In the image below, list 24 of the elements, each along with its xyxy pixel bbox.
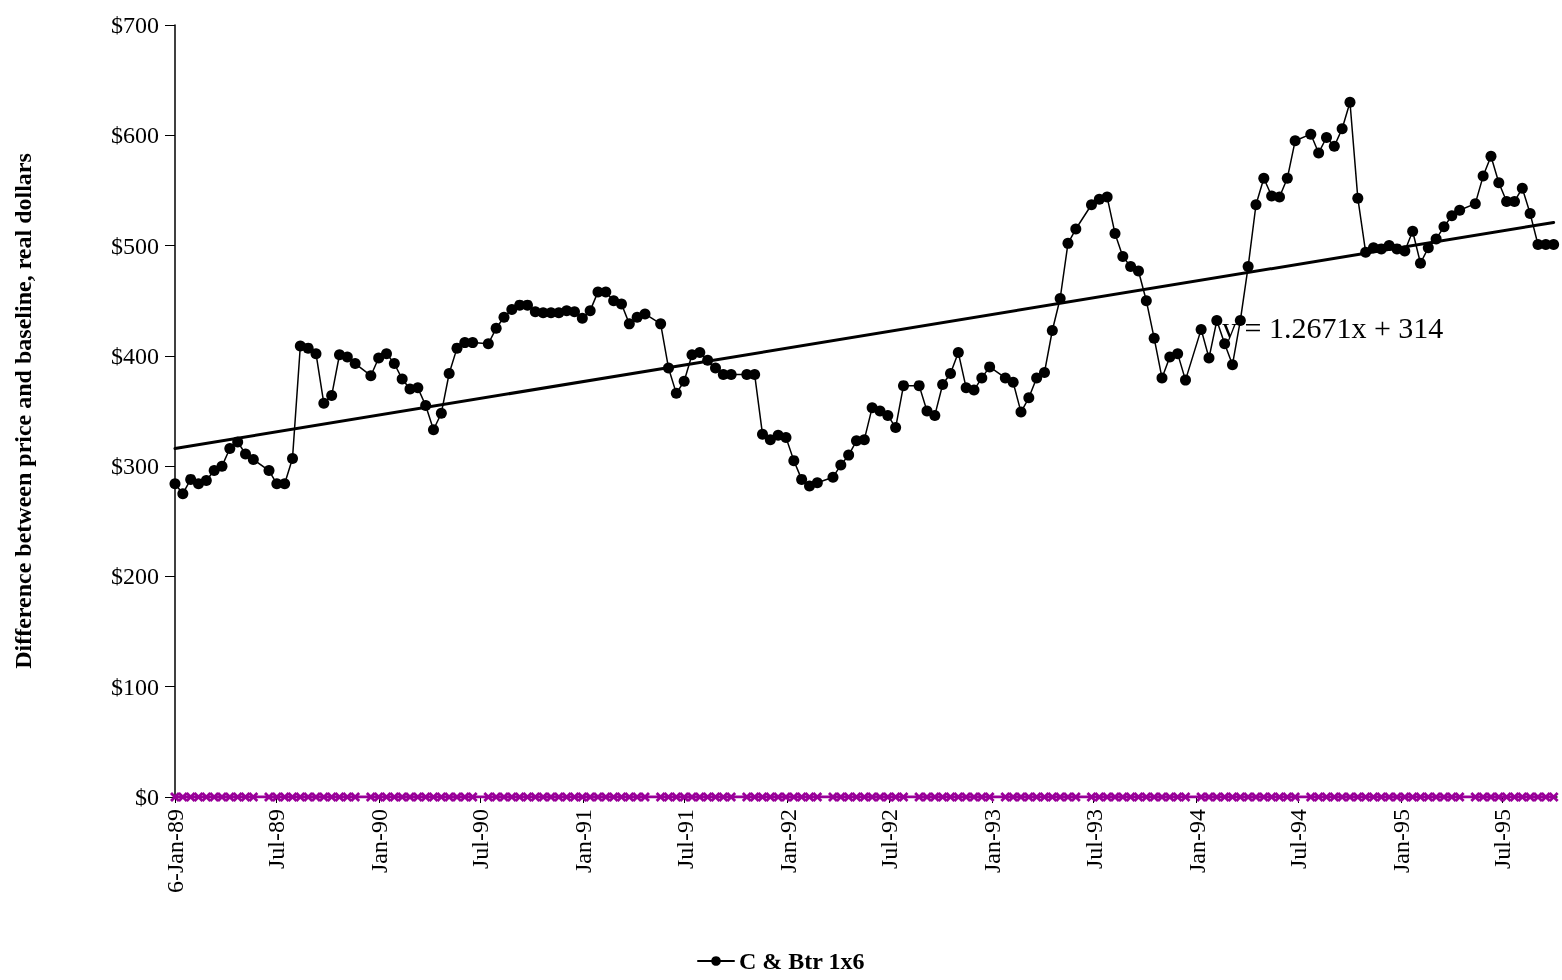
x-tick-label: Jul-94 bbox=[1284, 809, 1311, 869]
y-tick-label: $400 bbox=[111, 342, 159, 369]
y-tick-label: $100 bbox=[111, 673, 159, 700]
x-tick-label: Jan-95 bbox=[1387, 809, 1414, 873]
legend-label: C & Btr 1x6 bbox=[739, 948, 865, 974]
x-tick-label: Jan-91 bbox=[570, 809, 597, 873]
x-tick-label: Jan-93 bbox=[979, 809, 1006, 873]
y-tick-label: $0 bbox=[135, 784, 159, 810]
x-tick-label: Jul-90 bbox=[467, 809, 494, 869]
y-tick-label: $300 bbox=[111, 453, 159, 480]
x-tick-label: Jul-91 bbox=[671, 809, 698, 869]
x-tick-label: 6-Jan-89 bbox=[162, 809, 188, 893]
x-tick-label: Jan-90 bbox=[366, 809, 393, 873]
x-tick-label: Jul-93 bbox=[1080, 809, 1107, 869]
y-tick-label: $200 bbox=[111, 563, 159, 590]
y-axis-title: Difference between price and baseline, real dollars bbox=[10, 153, 36, 669]
x-tick-label: Jan-92 bbox=[774, 809, 801, 873]
y-tick-label: $700 bbox=[111, 12, 159, 38]
x-tick-label: Jul-89 bbox=[263, 809, 290, 869]
x-tick-label: Jan-94 bbox=[1183, 809, 1210, 873]
y-tick-label: $500 bbox=[111, 232, 159, 259]
y-tick-label: $600 bbox=[111, 122, 159, 149]
x-tick-label: Jul-95 bbox=[1489, 809, 1516, 869]
x-tick-label: Jul-92 bbox=[876, 809, 903, 869]
